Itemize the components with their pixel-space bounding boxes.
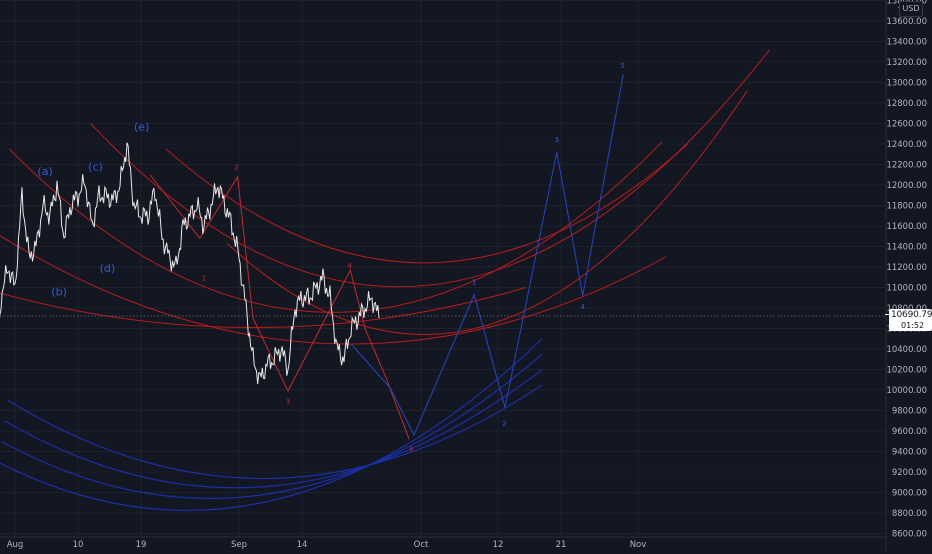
y-tick-label: 13400.00 (886, 38, 927, 48)
bar-countdown: 01:52 (901, 321, 925, 330)
y-tick-label: 12000.00 (886, 181, 927, 191)
wave-label: (e) (134, 121, 149, 134)
red-fib-arc (0, 287, 527, 328)
currency-button[interactable]: USD (899, 1, 923, 17)
y-tick-label: 12800.00 (886, 99, 927, 109)
elliott-waves (149, 74, 624, 440)
y-tick-label: 13000.00 (886, 79, 927, 89)
blue-fib-arc (0, 353, 543, 500)
price-line (0, 142, 380, 384)
x-tick-label: 21 (556, 540, 567, 550)
x-tick-label: Sep (231, 540, 247, 550)
y-tick-label: 11400.00 (886, 243, 927, 253)
y-tick-label: 8800.00 (892, 509, 927, 519)
y-tick-label: 13600.00 (886, 17, 927, 27)
x-tick-label: Nov (630, 540, 647, 550)
y-tick-label: 8600.00 (892, 530, 927, 540)
red-wave-label: 2 (234, 164, 238, 172)
price-series (0, 142, 380, 384)
y-tick-label: 9600.00 (892, 427, 927, 437)
wave-labels: (a) (b) (c) (d) (e) 1 2 3 4 5 1 2 3 4 5 (37, 62, 624, 453)
y-tick-label: 10400.00 (886, 345, 927, 355)
x-tick-label: 12 (493, 540, 504, 550)
red-wave-label: 5 (409, 446, 413, 454)
y-tick-label: 12400.00 (886, 140, 927, 150)
y-tick-label: 11800.00 (886, 202, 927, 212)
fib-arcs (0, 49, 770, 511)
wave-label: (d) (100, 262, 116, 275)
last-price-tag: 10690.79 01:52 (885, 309, 932, 331)
wave-label: (c) (88, 161, 103, 174)
y-tick-label: 12200.00 (886, 161, 927, 171)
blue-projection-label: 1 (472, 278, 476, 286)
x-tick-label: 10 (73, 540, 84, 550)
y-tick-label: 13200.00 (886, 58, 927, 68)
y-tick-label: 12600.00 (886, 120, 927, 130)
blue-projection-label: 2 (502, 420, 506, 428)
y-tick-label: 10000.00 (886, 386, 927, 396)
red-fib-arc (9, 141, 663, 313)
x-tick-label: Oct (414, 540, 429, 550)
blue-projection-label: 4 (580, 303, 585, 311)
blue-projection-label: 5 (620, 62, 624, 70)
y-tick-label: 11000.00 (886, 284, 927, 294)
last-price-tag-pointer (885, 314, 889, 315)
y-tick-label: 9000.00 (892, 489, 927, 499)
red-wave-path (149, 174, 410, 440)
wave-label: (b) (51, 286, 67, 299)
red-wave-label: 4 (347, 262, 352, 270)
y-tick-label: 9200.00 (892, 468, 927, 478)
red-wave-label: 3 (286, 397, 290, 405)
red-fib-arc (165, 143, 689, 264)
blue-fib-arc (4, 369, 543, 489)
grid (0, 0, 886, 537)
blue-fib-arc (0, 338, 543, 511)
x-tick-label: 19 (136, 540, 147, 550)
y-tick-label: 10200.00 (886, 366, 927, 376)
blue-projection-label: 3 (555, 136, 559, 144)
blue-wave-projection (350, 74, 624, 437)
x-tick-label: Aug (7, 540, 24, 550)
last-price-value: 10690.79 (891, 310, 932, 320)
y-tick-label: 9400.00 (892, 448, 927, 458)
x-tick-label: 14 (297, 540, 308, 550)
y-tick-label: 11200.00 (886, 263, 927, 273)
blue-fib-arc (7, 384, 543, 480)
red-fib-arc (0, 234, 667, 345)
red-wave-label: 1 (202, 274, 206, 282)
wave-label: (a) (37, 165, 52, 178)
y-tick-label: 11600.00 (886, 222, 927, 232)
y-tick-label: 9800.00 (892, 407, 927, 417)
time-scale[interactable]: Aug 10 19 Sep 14 Oct 12 21 Nov (7, 540, 647, 550)
